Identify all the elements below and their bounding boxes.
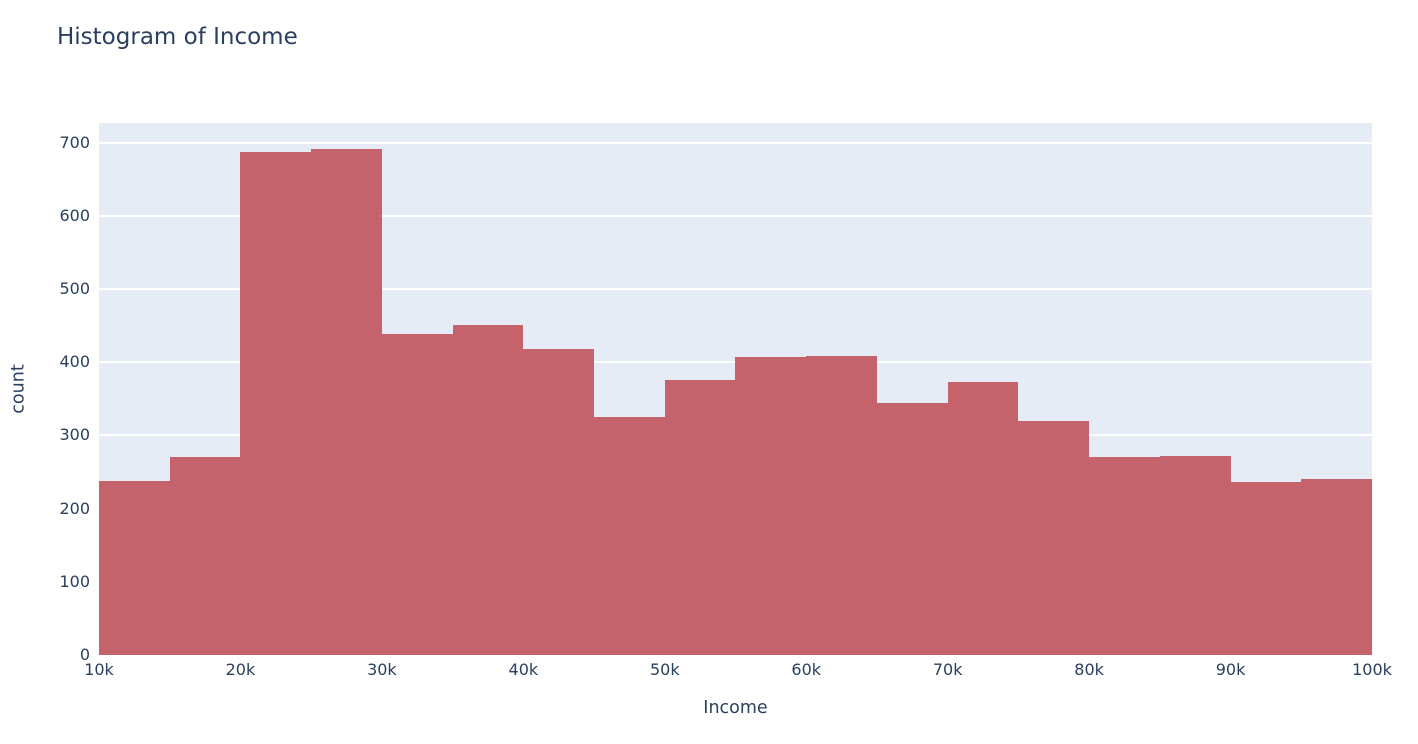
x-tick-label: 90k [1215,660,1246,679]
histogram-bar[interactable] [1230,481,1302,655]
histogram-bar[interactable] [1089,457,1160,655]
y-tick-label: 0 [79,645,90,664]
y-tick-label: 200 [59,498,90,518]
plot-area[interactable]: 0 100 200 300 400 500 600 700 10k 20k 30k 40k 50k 60… [59,123,1392,678]
gridline [99,141,1372,144]
y-tick-label: 700 [59,132,90,152]
x-tick-label: 50k [649,660,680,679]
histogram-bar[interactable] [806,355,877,655]
x-tick-label: 20k [225,660,256,679]
y-axis-title-text: count [9,364,29,414]
y-axis-title: count [2,123,36,655]
histogram-bar[interactable] [523,349,595,655]
histogram-bar[interactable] [1301,479,1372,655]
x-tick-label: 100k [1352,660,1392,679]
histogram-bar[interactable] [452,324,524,655]
histogram-bar[interactable] [876,403,948,655]
chart-title: Histogram of Income [57,24,298,50]
y-tick-label: 400 [59,352,90,372]
gridline [99,288,1372,291]
x-tick-label: 30k [367,660,397,679]
y-tick-label: 500 [59,279,90,299]
histogram-bar[interactable] [99,480,170,655]
y-tick-label: 300 [59,425,90,445]
histogram-bar[interactable] [1018,420,1090,655]
x-tick-label: 40k [508,660,539,679]
histogram-bar[interactable] [735,357,807,655]
histogram-bar[interactable] [311,149,382,655]
histogram-bar[interactable] [240,151,312,655]
histogram-bar[interactable] [947,382,1019,655]
gridline [99,214,1372,217]
x-tick-label: 80k [1074,660,1104,679]
x-tick-label: 10k [84,660,114,679]
y-tick-label: 600 [59,205,90,225]
histogram-bar[interactable] [664,379,736,655]
x-tick-label: 70k [932,660,963,679]
histogram-bar[interactable] [169,456,241,655]
histogram-bar[interactable] [1159,455,1231,655]
histogram-bar[interactable] [594,417,665,655]
histogram-bar[interactable] [381,333,453,655]
y-tick-label: 100 [59,571,90,591]
x-tick-label: 60k [791,660,822,679]
bars [99,123,1372,655]
x-axis-title: Income [703,698,768,718]
